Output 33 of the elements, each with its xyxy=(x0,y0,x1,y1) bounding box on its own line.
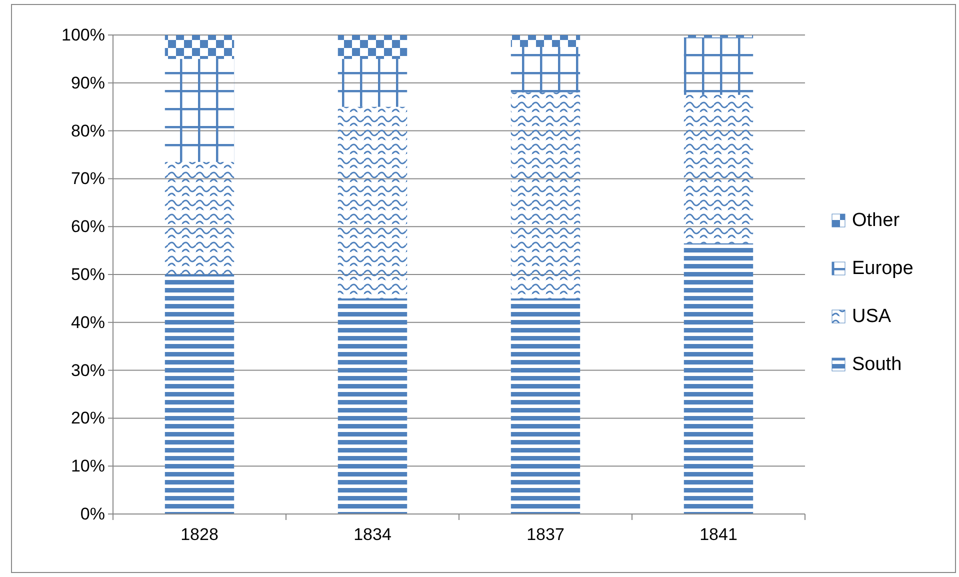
bar xyxy=(510,298,580,514)
bar xyxy=(338,106,408,298)
legend-label: South xyxy=(852,354,902,375)
y-tick-label: 80% xyxy=(70,121,105,140)
x-tick-label: 1837 xyxy=(526,525,564,544)
bar xyxy=(338,298,408,514)
x-tick-label: 1828 xyxy=(180,525,218,544)
y-tick-label: 70% xyxy=(70,169,105,188)
y-tick-label: 90% xyxy=(70,73,105,92)
x-tick-label: 1834 xyxy=(354,525,392,544)
legend-label: Other xyxy=(852,210,900,231)
y-tick-label: 100% xyxy=(62,25,105,44)
bar xyxy=(684,243,754,514)
bar xyxy=(338,35,408,59)
bar xyxy=(164,274,234,514)
bar xyxy=(510,46,580,92)
bar xyxy=(510,35,580,47)
y-tick-label: 40% xyxy=(70,312,105,332)
bar xyxy=(164,162,234,274)
legend-label: Europe xyxy=(852,258,914,279)
bar xyxy=(164,35,234,59)
y-tick-label: 10% xyxy=(70,456,105,476)
bar xyxy=(164,58,234,162)
legend-label: USA xyxy=(852,306,892,327)
y-tick-label: 50% xyxy=(70,264,105,284)
x-tick-label: 1841 xyxy=(700,525,738,544)
bar xyxy=(510,92,580,298)
y-tick-label: 60% xyxy=(70,217,105,236)
bar xyxy=(684,37,754,95)
y-tick-label: 30% xyxy=(70,360,105,380)
bar xyxy=(684,94,754,244)
y-tick-label: 0% xyxy=(80,504,105,524)
y-tick-label: 20% xyxy=(70,408,105,428)
